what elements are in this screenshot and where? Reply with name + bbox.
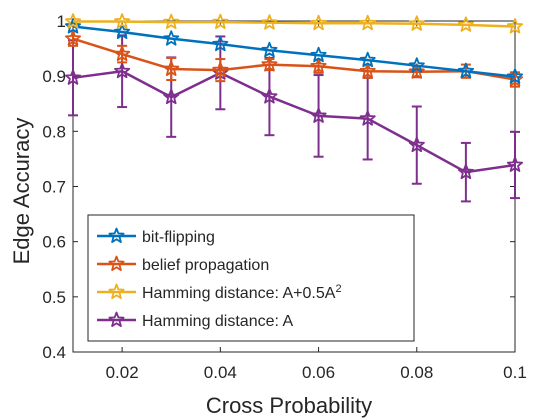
data-point bbox=[457, 62, 474, 79]
y-tick-label: 0.7 bbox=[42, 178, 66, 197]
data-point bbox=[212, 35, 229, 52]
data-point bbox=[506, 18, 524, 34]
data-point bbox=[506, 156, 524, 172]
y-tick-label: 0.6 bbox=[42, 233, 66, 252]
legend-item-hamming-distance-a-0-5a: Hamming distance: A+0.5A2 bbox=[97, 283, 342, 302]
data-point bbox=[114, 62, 131, 79]
x-tick-label: 0.06 bbox=[302, 363, 335, 382]
data-point bbox=[163, 88, 180, 105]
data-point bbox=[408, 63, 425, 79]
legend-marker bbox=[108, 283, 125, 299]
data-point bbox=[261, 88, 278, 104]
data-point bbox=[506, 68, 524, 84]
data-point bbox=[261, 41, 278, 58]
data-point bbox=[408, 15, 425, 31]
data-point bbox=[114, 23, 131, 39]
series-hamming-distance-a bbox=[64, 34, 524, 203]
y-tick-label: 0.8 bbox=[42, 122, 66, 141]
data-point bbox=[310, 46, 327, 63]
y-axis-title: Edge Accuracy bbox=[9, 118, 34, 265]
data-point bbox=[359, 110, 376, 126]
data-point bbox=[212, 13, 229, 30]
series-line bbox=[72, 37, 516, 81]
series-belief-propagation bbox=[64, 30, 524, 88]
data-point bbox=[64, 18, 82, 34]
data-point bbox=[261, 14, 278, 30]
data-point bbox=[163, 13, 180, 30]
data-point bbox=[359, 51, 376, 68]
data-point bbox=[359, 14, 376, 31]
data-point bbox=[64, 69, 82, 85]
legend-item-hamming-distance-a: Hamming distance: A bbox=[97, 311, 294, 330]
legend-box bbox=[87, 214, 415, 342]
legend-label: bit-flipping bbox=[142, 229, 215, 246]
legend-label-superscript: 2 bbox=[335, 283, 341, 295]
legend-item-belief-propagation: belief propagation bbox=[97, 255, 269, 274]
data-point bbox=[457, 16, 474, 32]
data-point bbox=[163, 30, 180, 46]
series-layer bbox=[64, 13, 524, 203]
x-tick-label: 0.08 bbox=[400, 363, 433, 382]
y-tick-label: 0.9 bbox=[42, 67, 66, 86]
legend-label: Hamming distance: A+0.5A2 bbox=[142, 283, 342, 302]
x-axis-title: Cross Probability bbox=[206, 393, 372, 418]
x-tick-label: 0.04 bbox=[204, 363, 237, 382]
data-point bbox=[64, 30, 82, 46]
data-point bbox=[163, 60, 180, 76]
y-tick-label: 1 bbox=[57, 12, 66, 31]
data-point bbox=[64, 13, 82, 29]
legend: bit-flipping belief propagation Hamming di… bbox=[87, 214, 415, 342]
data-point bbox=[114, 13, 131, 29]
data-point bbox=[261, 56, 278, 72]
data-point bbox=[408, 136, 425, 153]
data-point bbox=[310, 14, 327, 31]
data-point bbox=[457, 163, 474, 180]
series-hamming-distance-a-0-5a bbox=[64, 13, 524, 34]
series-line bbox=[72, 69, 516, 174]
legend-label: Hamming distance: A bbox=[142, 313, 294, 330]
series-line bbox=[72, 25, 516, 78]
data-point bbox=[408, 57, 425, 73]
legend-marker bbox=[108, 227, 125, 243]
legend-marker bbox=[108, 311, 125, 327]
y-tick-label: 0.4 bbox=[42, 343, 66, 362]
series-bit-flipping bbox=[64, 18, 524, 84]
legend-marker bbox=[108, 255, 125, 271]
data-point bbox=[212, 61, 229, 78]
data-point bbox=[359, 62, 376, 79]
y-tick-label: 0.5 bbox=[42, 288, 66, 307]
legend-item-bit-flipping: bit-flipping bbox=[97, 227, 215, 246]
x-tick-label: 0.1 bbox=[503, 363, 527, 382]
data-point bbox=[114, 45, 131, 62]
data-point bbox=[310, 57, 327, 74]
x-tick-label: 0.02 bbox=[106, 363, 139, 382]
data-point bbox=[310, 107, 327, 123]
series-line bbox=[73, 20, 516, 28]
legend-label: belief propagation bbox=[142, 257, 269, 274]
